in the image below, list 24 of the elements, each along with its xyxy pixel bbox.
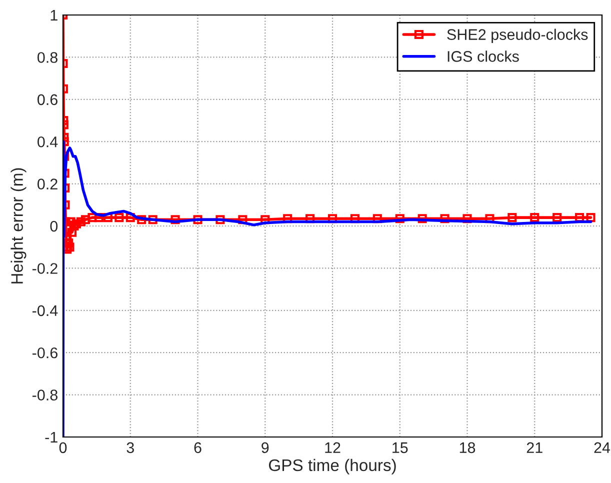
x-tick-label: 9 [262,442,269,454]
x-axis-title: GPS time (hours) [268,458,396,474]
x-tick-label: 21 [526,442,542,453]
y-tick-label: 0 [50,220,58,232]
x-tick-label: 15 [392,442,408,454]
x-tick-label: 6 [194,442,202,454]
y-tick-label: 0.6 [38,94,58,106]
y-tick-label: 0.8 [38,52,58,63]
y-tick-label: -0.4 [32,305,58,316]
x-tick-label: 12 [325,442,340,453]
legend-label: IGS clocks [448,50,519,62]
y-tick-label: -0.8 [32,390,58,400]
y-tick-label: 1 [50,10,58,21]
y-tick-label: -0.6 [32,347,58,358]
x-tick-label: 3 [126,442,134,454]
x-tick-label: 0 [59,442,67,454]
y-tick-label: 0.4 [38,136,58,148]
y-tick-label: 0.2 [38,178,58,190]
legend-label: SHE2 pseudo-clocks [447,28,588,43]
x-tick-label: 24 [594,442,610,453]
y-axis-title: Height error (m) [10,168,26,284]
y-tick-label: -1 [45,432,58,443]
y-tick-label: -0.2 [32,263,58,274]
x-tick-label: 18 [460,442,476,454]
